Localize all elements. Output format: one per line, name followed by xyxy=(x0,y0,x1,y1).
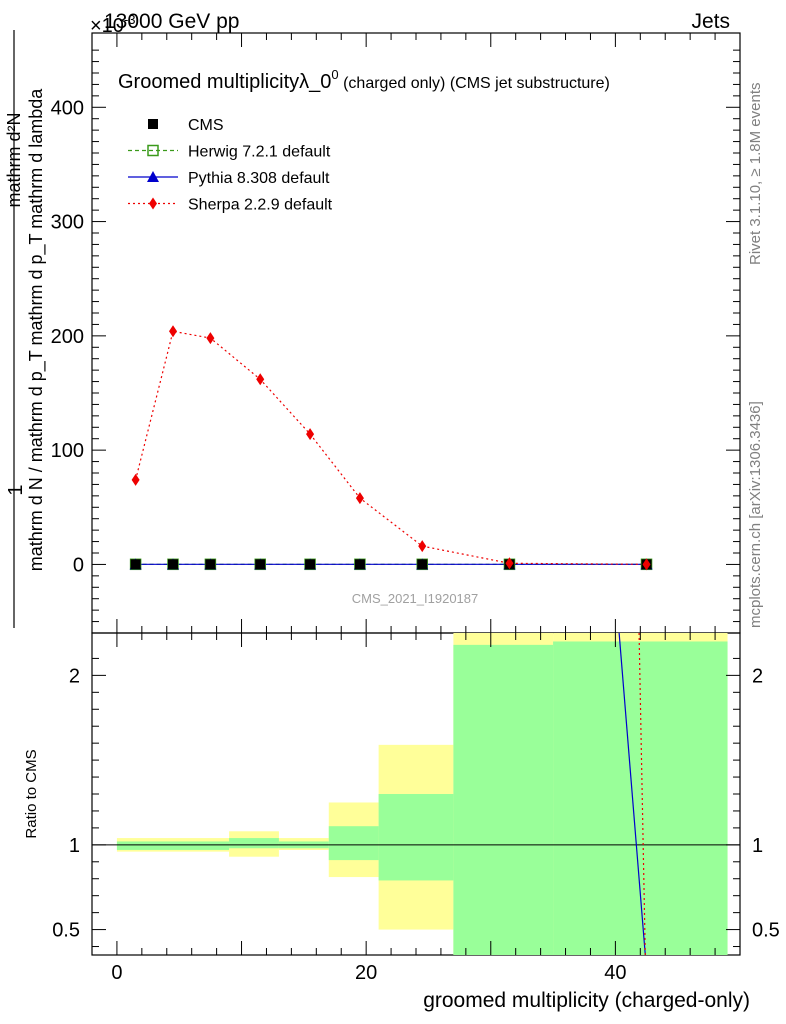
ratio-plot-area xyxy=(92,632,740,956)
uncertainty-band-green xyxy=(378,794,454,881)
exponent-label: ×10-3 xyxy=(90,12,136,37)
legend-marker xyxy=(147,144,159,157)
y-tick-label: 400 xyxy=(51,97,84,119)
x-tick-label: 0 xyxy=(111,962,122,984)
x-axis-label: groomed multiplicity (charged-only) xyxy=(423,989,750,1012)
rivet-label: Rivet 3.1.10, ≥ 1.8M events xyxy=(747,83,764,266)
legend-marker xyxy=(148,119,158,129)
top-plot-area xyxy=(129,325,653,571)
y-tick-label: 200 xyxy=(51,326,84,348)
legend-entry-herwig: Herwig 7.2.1 default xyxy=(128,144,331,161)
uncertainty-band-green xyxy=(328,826,379,861)
legend-marker xyxy=(147,171,159,182)
legend-label: Sherpa 2.2.9 default xyxy=(188,197,333,214)
ratio-line-pythia xyxy=(618,632,646,956)
data-point-sherpa xyxy=(418,540,427,553)
ratio-y-tick-label-right: 1 xyxy=(752,835,763,857)
ratio-y-tick-label-right: 0.5 xyxy=(752,920,780,942)
uncertainty-band-green xyxy=(453,644,554,955)
data-point-sherpa xyxy=(169,325,177,338)
top-ylabel: 1 mathrm d²N mathrm d N / mathrm d p_T m… xyxy=(4,30,47,628)
bottom-axes: 0.5 0.51 12 20 20 40 xyxy=(52,633,780,984)
legend-label: CMS xyxy=(188,117,224,134)
data-point-cms xyxy=(354,559,365,570)
data-point-sherpa xyxy=(355,492,364,505)
data-point-cms xyxy=(255,559,266,570)
legend-entry-cms: CMS xyxy=(148,117,224,134)
energy-label: 13000 GeV pp xyxy=(104,10,239,33)
data-point-sherpa xyxy=(206,332,215,345)
data-point-sherpa xyxy=(505,557,514,570)
uncertainty-band-green xyxy=(229,838,279,849)
data-point-cms xyxy=(417,559,428,570)
data-point-sherpa xyxy=(642,558,651,571)
category-label: Jets xyxy=(691,10,730,33)
legend-label: Pythia 8.308 default xyxy=(188,170,330,187)
ylabel-numerator-d2n: mathrm d²N xyxy=(4,112,24,207)
legend-entry-sherpa: Sherpa 2.2.9 default xyxy=(128,197,333,214)
ratio-line-sherpa xyxy=(638,632,646,956)
ratio-y-tick-label: 0.5 xyxy=(52,920,80,942)
legend-label: Herwig 7.2.1 default xyxy=(188,144,331,161)
data-point-cms xyxy=(168,559,178,570)
ratio-y-tick-label-right: 2 xyxy=(752,665,763,687)
ylabel-denominator: mathrm d N / mathrm d p_T mathrm d p_T m… xyxy=(26,88,47,571)
ylabel-numerator: 1 xyxy=(5,484,27,495)
mcplots-label: mcplots.cern.ch [arXiv:1306.3436] xyxy=(747,401,764,628)
legend: CMS Herwig 7.2.1 default Pythia 8.308 defa… xyxy=(128,117,333,214)
x-tick-label: 40 xyxy=(604,962,626,984)
plot-title: Groomed multiplicityλ_00 (charged only) … xyxy=(118,67,610,93)
y-tick-label: 0 xyxy=(73,554,84,576)
ratio-ylabel: Ratio to CMS xyxy=(23,749,40,838)
x-tick-label: 20 xyxy=(355,962,377,984)
legend-entry-pythia: Pythia 8.308 default xyxy=(128,170,330,187)
ratio-y-tick-label: 1 xyxy=(69,835,80,857)
y-tick-label: 100 xyxy=(51,440,84,462)
series-line-sherpa xyxy=(135,330,647,565)
top-axes: 0 100 200 300 400 xyxy=(51,33,741,633)
data-point-sherpa xyxy=(306,428,315,441)
data-point-cms xyxy=(305,559,316,570)
uncertainty-band-green xyxy=(116,841,230,850)
ratio-y-tick-label: 2 xyxy=(69,665,80,687)
data-point-sherpa xyxy=(256,373,265,386)
data-point-cms xyxy=(130,559,141,570)
legend-marker xyxy=(149,197,157,210)
data-point-cms xyxy=(205,559,216,570)
data-point-sherpa xyxy=(131,473,140,486)
analysis-tag: CMS_2021_I1920187 xyxy=(352,591,479,606)
y-tick-label: 300 xyxy=(51,212,84,234)
